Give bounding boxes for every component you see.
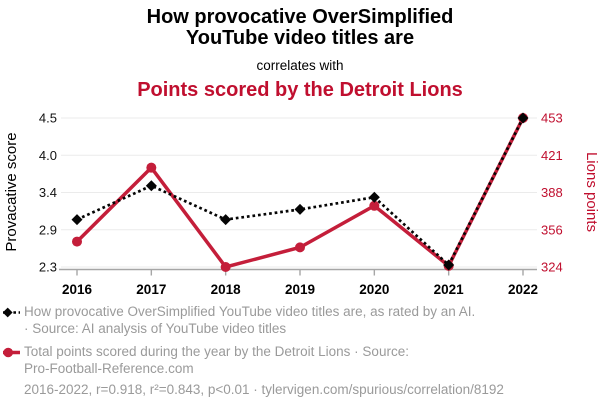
right-axis-tick: 421	[541, 148, 563, 163]
x-axis-year-label: 2022	[508, 282, 538, 297]
right-axis-tick: 324	[541, 260, 563, 275]
figure-header: How provocative OverSimplified YouTube v…	[0, 7, 600, 102]
x-axis-year-label: 2021	[434, 282, 465, 297]
provocative-data-point	[71, 214, 83, 226]
right-axis-tick: 388	[541, 185, 563, 200]
left-axis-tick: 4.5	[39, 111, 57, 126]
x-axis-year-label: 2017	[136, 282, 166, 297]
chart-title-line1: How provocative OverSimplified	[146, 6, 454, 28]
lions-data-point	[294, 242, 305, 253]
chart-subtitle: Points scored by the Detroit Lions	[137, 79, 463, 101]
provocative-data-point	[294, 203, 306, 215]
lions-data-point	[146, 162, 157, 173]
chart-title: How provocative OverSimplified YouTube v…	[0, 7, 600, 49]
legend-text-provocative: How provocative OverSimplified YouTube v…	[24, 304, 475, 337]
x-axis-year-label: 2016	[62, 282, 93, 297]
legend-provocative-line1: How provocative OverSimplified YouTube v…	[24, 304, 476, 319]
left-axis-tick: 2.3	[39, 260, 57, 275]
provocative-data-point	[145, 180, 157, 192]
right-axis-tick: 453	[541, 111, 563, 126]
dotted-diamond-series-marker-icon	[3, 307, 20, 318]
stats-citation: 2016-2022, r=0.918, r²=0.843, p<0.01 · t…	[24, 382, 504, 397]
legend-provocative-line2: · Source: AI analysis of YouTube video t…	[24, 320, 287, 336]
x-axis-year-label: 2020	[359, 282, 389, 297]
legend: How provocative OverSimplified YouTube v…	[3, 304, 592, 384]
lions-data-point	[72, 236, 82, 247]
legend-text-lions: Total points scored during the year by t…	[24, 344, 409, 377]
x-axis-year-label: 2019	[285, 282, 315, 297]
chart-area: 4.5 453 4.0 421 3.4 388 2.9 356 2.3 324 2016 2017 20…	[0, 100, 600, 305]
left-axis-title: Provacative score	[3, 132, 20, 251]
lions-data-point	[220, 262, 231, 272]
correlates-with-label: correlates with	[256, 58, 344, 73]
provocative-data-point	[220, 214, 232, 226]
right-axis-tick: 356	[541, 222, 563, 237]
chart-svg: 4.5 453 4.0 421 3.4 388 2.9 356 2.3 324 2016 2017 20…	[3, 111, 600, 298]
legend-lions-line2: Pro-Football-Reference.com	[24, 360, 194, 376]
chart-title-line2: YouTube video titles are	[185, 27, 415, 49]
solid-circle-series-marker-icon	[3, 347, 20, 358]
right-axis-title: Lions points	[583, 152, 600, 232]
legend-lions-line1: Total points scored during the year by t…	[24, 344, 409, 359]
left-axis-tick: 2.9	[39, 222, 57, 237]
provocative-data-point	[368, 191, 380, 203]
x-axis-year-label: 2018	[211, 282, 242, 297]
left-axis-tick: 3.4	[39, 185, 57, 200]
left-axis-tick: 4.0	[39, 148, 57, 163]
provocative-data-point	[443, 259, 455, 271]
lions-data-point	[369, 200, 380, 211]
legend-item-lions: Total points scored during the year by t…	[3, 344, 592, 377]
provocative-data-point	[517, 112, 529, 124]
legend-item-provocative: How provocative OverSimplified YouTube v…	[3, 304, 592, 337]
